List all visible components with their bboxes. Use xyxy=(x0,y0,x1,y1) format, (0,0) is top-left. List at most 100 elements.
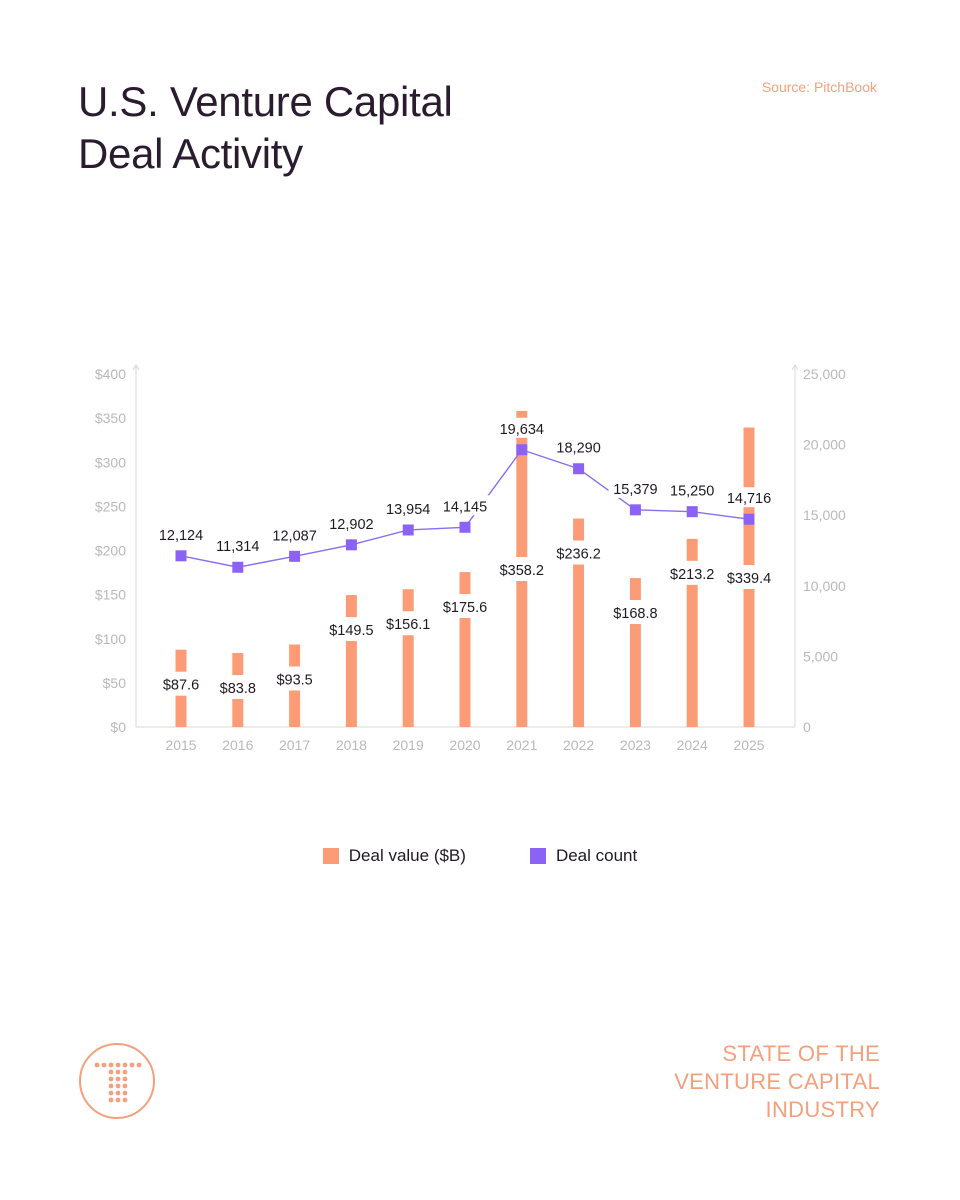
deal-count-marker xyxy=(459,521,471,533)
line-label-bg xyxy=(665,479,720,500)
deal-count-label: 15,379 xyxy=(613,482,657,498)
left-axis-tick-label: $250 xyxy=(95,498,126,514)
bar-label-bg xyxy=(550,540,607,565)
brand-tagline: STATE OF THE VENTURE CAPITAL INDUSTRY xyxy=(674,1040,880,1124)
bar-value-label: $168.8 xyxy=(613,606,657,622)
left-axis-tick-label: $150 xyxy=(95,587,126,603)
bar-label-bg xyxy=(493,557,550,581)
line-label-bg xyxy=(267,524,322,545)
legend-swatch-bar xyxy=(322,848,339,864)
x-axis-tick-label: 2023 xyxy=(620,737,651,753)
bar-label-bg xyxy=(270,666,319,691)
title-line-1: U.S. Venture Capital xyxy=(78,78,453,125)
left-axis-tick-label: $300 xyxy=(95,454,126,470)
bar-value-label: $149.5 xyxy=(329,623,373,639)
x-axis-tick-label: 2025 xyxy=(733,737,764,753)
brand-logo-icon xyxy=(79,1043,155,1119)
left-axis-tick-label: $200 xyxy=(95,543,126,559)
brand-line-3: INDUSTRY xyxy=(765,1097,880,1122)
x-axis-tick-label: 2017 xyxy=(279,737,310,753)
legend-label-deal-count: Deal count xyxy=(555,846,638,865)
right-axis-tick-label: 25,000 xyxy=(803,366,846,382)
deal-count-label: 13,954 xyxy=(386,502,430,518)
bar-label-bg xyxy=(214,675,262,700)
line-label-bg xyxy=(608,477,663,498)
chart-legend: Deal value ($B) Deal count xyxy=(0,846,960,866)
bar xyxy=(345,595,357,727)
bar xyxy=(573,518,585,727)
x-axis-tick-label: 2019 xyxy=(393,737,424,753)
source-note: Source: PitchBook xyxy=(761,79,877,95)
x-axis-tick-label: 2024 xyxy=(677,737,708,753)
deal-count-marker xyxy=(289,550,301,562)
deal-count-label: 19,634 xyxy=(500,422,544,438)
left-axis-tick-label: $100 xyxy=(95,631,126,647)
bar-value-label: $87.6 xyxy=(163,678,199,694)
x-axis-tick-label: 2016 xyxy=(222,737,253,753)
line-label-bg xyxy=(494,417,549,438)
line-label-bg xyxy=(324,512,379,533)
bar-label-bg xyxy=(380,611,437,636)
deal-count-marker xyxy=(686,506,698,518)
bar-value-label: $339.4 xyxy=(727,571,771,587)
deal-count-marker xyxy=(743,513,755,525)
deal-count-label: 15,250 xyxy=(670,484,714,500)
right-axis-tick-label: 5,000 xyxy=(803,648,838,664)
deal-count-label: 12,902 xyxy=(329,517,373,533)
left-axis-tick-label: $50 xyxy=(103,675,127,691)
bar xyxy=(402,589,414,727)
deal-count-marker xyxy=(516,444,528,456)
deal-count-marker xyxy=(402,524,414,536)
left-axis-tick-label: $0 xyxy=(110,719,126,735)
bar-value-label: $93.5 xyxy=(276,672,312,688)
bar-value-label: $358.2 xyxy=(500,563,544,579)
deal-count-label: 12,124 xyxy=(159,528,203,544)
bar-label-bg xyxy=(437,594,493,619)
bar-label-bg xyxy=(721,565,777,589)
deal-count-marker xyxy=(573,463,585,475)
right-axis-tick-label: 20,000 xyxy=(803,437,846,453)
brand-line-1: STATE OF THE xyxy=(722,1041,880,1066)
deal-count-label: 12,087 xyxy=(272,528,316,544)
deal-count-marker xyxy=(232,561,244,573)
deal-activity-chart: $0 $50 $100 $150 $200 $250 $300 $350 $400 0 5,000 1… xyxy=(95,364,846,753)
deal-count-marker xyxy=(175,550,187,562)
x-axis-tick-label: 2015 xyxy=(165,737,196,753)
bar-value-label: $156.1 xyxy=(386,617,430,633)
bar-value-label: $175.6 xyxy=(443,600,487,616)
line-label-bg xyxy=(381,497,436,518)
left-axis-arrow-icon xyxy=(132,364,140,371)
deal-count-label: 14,145 xyxy=(443,499,487,515)
line-label-bg xyxy=(551,436,606,457)
right-axis-tick-label: 0 xyxy=(803,719,811,735)
legend-swatch-line xyxy=(529,848,546,864)
bar-value-label: $236.2 xyxy=(556,547,600,563)
title-line-2: Deal Activity xyxy=(78,130,303,177)
bar-value-label: $213.2 xyxy=(670,567,714,583)
page-title: U.S. Venture Capital Deal Activity xyxy=(78,76,453,180)
bar-label-bg xyxy=(664,560,721,585)
line-label-bg xyxy=(154,523,208,544)
line-label-bg xyxy=(210,535,265,556)
deal-count-label: 11,314 xyxy=(216,539,259,555)
deal-count-marker xyxy=(629,504,641,516)
brand-line-2: VENTURE CAPITAL xyxy=(674,1069,880,1094)
left-axis-tick-label: $400 xyxy=(95,366,126,382)
bar xyxy=(459,572,471,727)
bar-label-bg xyxy=(607,600,664,625)
x-axis-tick-label: 2020 xyxy=(449,737,480,753)
right-axis-tick-label: 15,000 xyxy=(803,507,846,523)
right-axis-arrow-icon xyxy=(791,364,799,371)
line-label-bg xyxy=(438,495,492,516)
bar xyxy=(686,538,698,727)
legend-item-deal-value: Deal value ($B) xyxy=(322,846,466,866)
deal-count-label: 18,290 xyxy=(556,441,600,457)
bar-label-bg xyxy=(157,671,205,696)
left-axis-tick-label: $350 xyxy=(95,410,126,426)
bar-label-bg xyxy=(323,617,380,642)
deal-count-label: 14,716 xyxy=(727,491,771,507)
line-label-bg xyxy=(722,487,776,508)
x-axis-tick-label: 2018 xyxy=(336,737,367,753)
right-axis-tick-label: 10,000 xyxy=(803,578,846,594)
x-axis-tick-label: 2022 xyxy=(563,737,594,753)
